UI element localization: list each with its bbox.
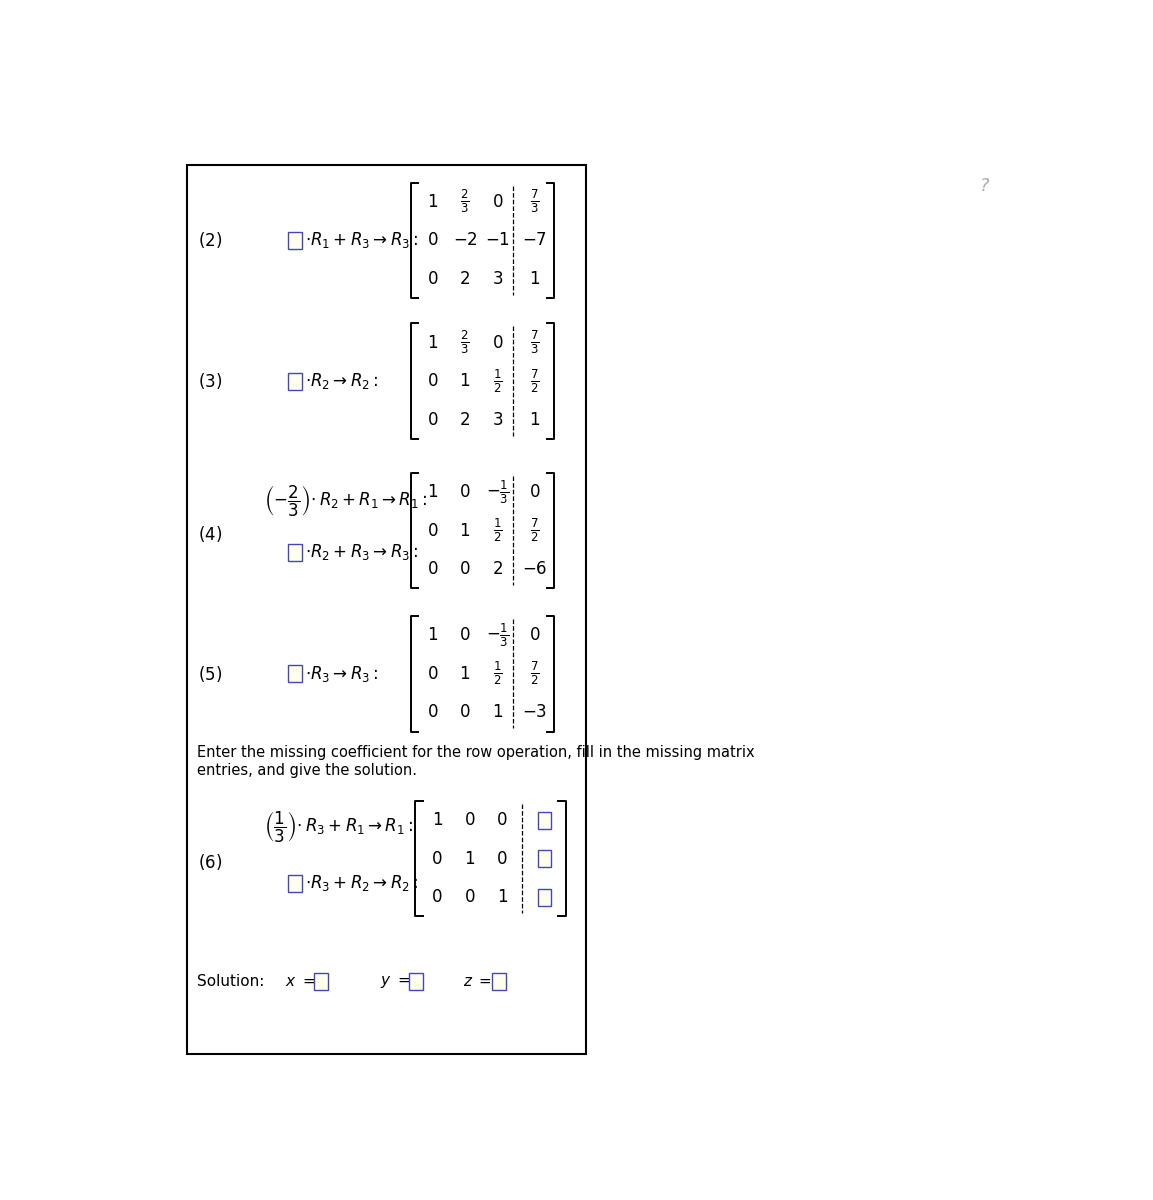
Text: $0$: $0$	[459, 484, 470, 502]
Text: $-6$: $-6$	[522, 560, 548, 578]
Bar	[187, 164, 586, 1054]
Text: $1$: $1$	[492, 703, 503, 721]
Text: $0$: $0$	[492, 334, 503, 352]
Text: $\left(-\dfrac{2}{3}\right)\!\cdot R_2 + R_1 \rightarrow R_1:$: $\left(-\dfrac{2}{3}\right)\!\cdot R_2 +…	[264, 484, 428, 518]
Text: $1$: $1$	[529, 410, 541, 428]
Text: $\cdot R_2 \rightarrow R_2:$: $\cdot R_2 \rightarrow R_2:$	[304, 371, 378, 391]
FancyBboxPatch shape	[492, 973, 506, 990]
Text: $1$: $1$	[431, 811, 443, 829]
Text: $0$: $0$	[459, 703, 470, 721]
Text: $\cdot R_3 \rightarrow R_3:$: $\cdot R_3 \rightarrow R_3:$	[304, 664, 378, 684]
FancyBboxPatch shape	[409, 973, 423, 990]
FancyBboxPatch shape	[288, 875, 302, 892]
Text: $-\frac{1}{3}$: $-\frac{1}{3}$	[485, 479, 510, 505]
Text: $0$: $0$	[427, 232, 438, 250]
Text: entries, and give the solution.: entries, and give the solution.	[197, 763, 417, 779]
Text: $\frac{2}{3}$: $\frac{2}{3}$	[460, 329, 469, 356]
Text: ?: ?	[980, 178, 989, 196]
Text: $\frac{7}{3}$: $\frac{7}{3}$	[530, 188, 540, 216]
Text: $1$: $1$	[427, 484, 438, 502]
Text: $\frac{1}{2}$: $\frac{1}{2}$	[492, 517, 503, 545]
Text: $\frac{1}{2}$: $\frac{1}{2}$	[492, 660, 503, 688]
Text: $-3$: $-3$	[522, 703, 548, 721]
FancyBboxPatch shape	[537, 811, 551, 828]
Text: $0$: $0$	[427, 522, 438, 540]
Text: $0$: $0$	[459, 626, 470, 644]
Text: $\cdot R_1 + R_3 \rightarrow R_3:$: $\cdot R_1 + R_3 \rightarrow R_3:$	[304, 230, 419, 251]
Text: $(2)$: $(2)$	[198, 230, 223, 251]
Text: $\frac{2}{3}$: $\frac{2}{3}$	[460, 188, 469, 216]
Text: $\frac{7}{2}$: $\frac{7}{2}$	[530, 367, 540, 395]
FancyBboxPatch shape	[537, 850, 551, 868]
Text: $x\ =$: $x\ =$	[285, 974, 316, 989]
Text: $3$: $3$	[492, 410, 503, 428]
Text: $1$: $1$	[529, 270, 541, 288]
Text: $\frac{7}{2}$: $\frac{7}{2}$	[530, 660, 540, 688]
Text: $1$: $1$	[427, 626, 438, 644]
Text: $\cdot R_3 + R_2 \rightarrow R_2:$: $\cdot R_3 + R_2 \rightarrow R_2:$	[304, 874, 419, 893]
Text: Solution:: Solution:	[197, 974, 264, 989]
Text: $-7$: $-7$	[522, 232, 548, 250]
Text: $0$: $0$	[497, 850, 508, 868]
Text: $\frac{1}{2}$: $\frac{1}{2}$	[492, 367, 503, 395]
Text: $1$: $1$	[427, 193, 438, 211]
Text: $0$: $0$	[427, 703, 438, 721]
Text: $\left(\dfrac{1}{3}\right)\!\cdot R_3 + R_1 \rightarrow R_1:$: $\left(\dfrac{1}{3}\right)\!\cdot R_3 + …	[264, 810, 414, 845]
Text: $1$: $1$	[427, 334, 438, 352]
Text: $-\frac{1}{3}$: $-\frac{1}{3}$	[485, 622, 510, 649]
Text: $0$: $0$	[497, 811, 508, 829]
Text: $-2$: $-2$	[452, 232, 477, 250]
Text: $0$: $0$	[427, 560, 438, 578]
Text: $1$: $1$	[459, 522, 470, 540]
Text: $3$: $3$	[492, 270, 503, 288]
Text: $\cdot R_2 + R_3 \rightarrow R_3:$: $\cdot R_2 + R_3 \rightarrow R_3:$	[304, 542, 419, 562]
Text: $(3)$: $(3)$	[198, 371, 223, 391]
Text: $(4)$: $(4)$	[198, 524, 223, 545]
Text: $2$: $2$	[460, 410, 470, 428]
FancyBboxPatch shape	[537, 888, 551, 906]
Text: $(5)$: $(5)$	[198, 664, 223, 684]
FancyBboxPatch shape	[288, 544, 302, 560]
Text: $0$: $0$	[427, 410, 438, 428]
FancyBboxPatch shape	[314, 973, 327, 990]
Text: $2$: $2$	[492, 560, 503, 578]
Text: $1$: $1$	[464, 850, 475, 868]
Text: $1$: $1$	[497, 888, 507, 906]
FancyBboxPatch shape	[288, 665, 302, 683]
Text: $0$: $0$	[431, 850, 443, 868]
Text: $0$: $0$	[431, 888, 443, 906]
Text: $0$: $0$	[427, 665, 438, 683]
Text: $0$: $0$	[464, 811, 475, 829]
Text: $0$: $0$	[427, 372, 438, 390]
Text: $0$: $0$	[427, 270, 438, 288]
Text: $-1$: $-1$	[485, 232, 510, 250]
Text: $1$: $1$	[459, 372, 470, 390]
Text: $0$: $0$	[529, 484, 541, 502]
Text: $y\ =$: $y\ =$	[380, 973, 410, 990]
FancyBboxPatch shape	[288, 373, 302, 390]
Text: $0$: $0$	[529, 626, 541, 644]
Text: $\frac{7}{2}$: $\frac{7}{2}$	[530, 517, 540, 545]
Text: $0$: $0$	[492, 193, 503, 211]
Text: $0$: $0$	[464, 888, 475, 906]
Text: $z\ =$: $z\ =$	[464, 974, 492, 989]
FancyBboxPatch shape	[288, 232, 302, 248]
Text: Enter the missing coefficient for the row operation, fill in the missing matrix: Enter the missing coefficient for the ro…	[197, 745, 754, 760]
Text: $0$: $0$	[459, 560, 470, 578]
Text: $2$: $2$	[460, 270, 470, 288]
Text: $(6)$: $(6)$	[198, 852, 223, 872]
Text: $1$: $1$	[459, 665, 470, 683]
Text: $\frac{7}{3}$: $\frac{7}{3}$	[530, 329, 540, 356]
